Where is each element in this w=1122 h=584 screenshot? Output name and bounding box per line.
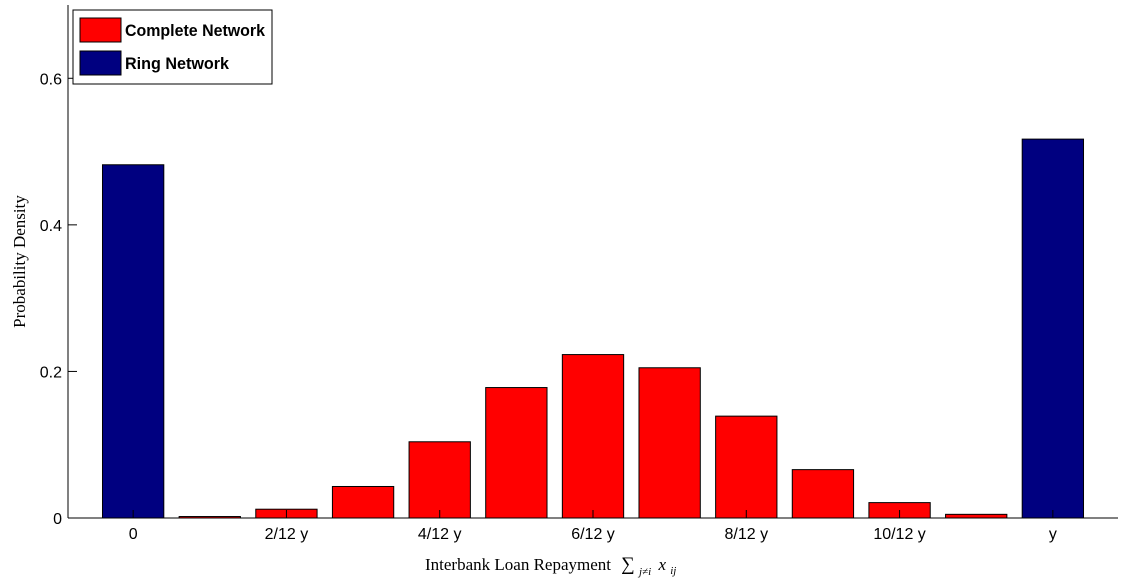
legend: Complete Network Ring Network [72,9,273,85]
x-ticks-group: 0 2/12 y 4/12 y 6/12 y 8/12 y 10/12 y y [129,510,1057,543]
y-axis-label: Probability Density [10,195,29,328]
legend-swatch-complete-network [79,17,122,43]
x-axis-label-variable-subscript: ij [670,565,676,577]
y-tick-label: 0.6 [40,71,62,88]
x-axis-label: Interbank Loan Repayment ∑ j≠i x ij [425,554,676,579]
bar-complete-network-3 [331,485,395,519]
legend-label-ring-network: Ring Network [125,54,230,73]
legend-label-complete-network: Complete Network [125,21,266,40]
x-tick-label: 10/12 y [873,526,925,543]
bar-ring-network-12 [1021,138,1085,519]
y-tick-label: 0.4 [40,218,62,235]
x-axis-label-text: Interbank Loan Repayment [425,555,611,574]
x-axis-label-sum-symbol: ∑ [621,554,635,575]
bars-group [101,138,1085,519]
x-axis-label-variable: x [657,555,666,574]
bar-ring-network-0 [101,164,165,519]
bar-complete-network-8 [715,415,778,519]
x-tick-label: 4/12 y [418,526,462,543]
x-tick-label: 6/12 y [571,526,615,543]
x-tick-label: 2/12 y [265,526,309,543]
y-tick-label: 0 [53,511,62,528]
x-tick-label: y [1049,526,1057,543]
bar-complete-network-4 [408,441,471,519]
bar-complete-network-7 [638,367,701,519]
y-tick-label: 0.2 [40,364,62,381]
bar-complete-network-9 [791,469,855,519]
x-tick-label: 8/12 y [724,526,768,543]
bar-complete-network-5 [485,387,548,519]
y-ticks-group: 0 0.2 0.4 0.6 [40,71,77,528]
bar-complete-network-11 [945,513,1008,519]
x-axis-label-sum-subscript: j≠i [637,566,651,578]
bar-complete-network-6 [561,354,625,519]
legend-swatch-ring-network [79,50,122,76]
x-tick-label: 0 [129,526,138,543]
